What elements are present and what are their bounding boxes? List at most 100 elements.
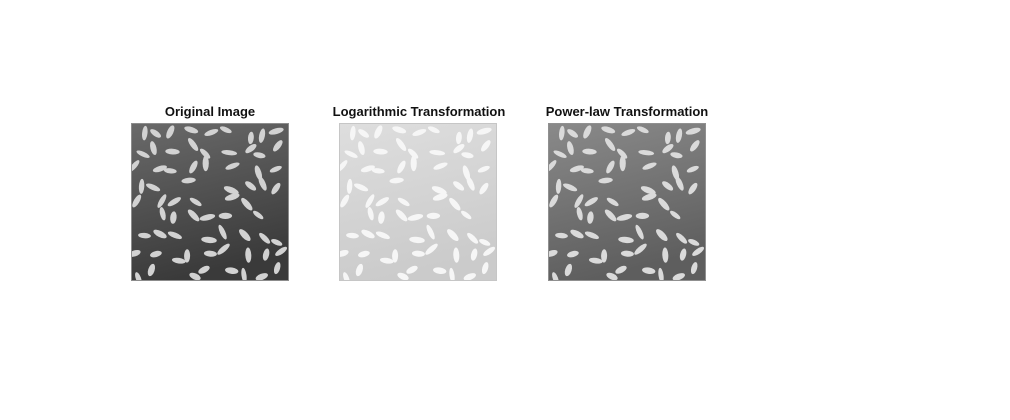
rice-grain — [355, 263, 364, 277]
rice-grain — [411, 250, 425, 257]
rice-grain — [447, 229, 459, 242]
rice-grain — [247, 131, 254, 145]
rice-grain — [583, 125, 592, 139]
rice-grain — [662, 181, 674, 191]
rice-grain — [406, 265, 418, 274]
rice-grain — [152, 165, 167, 173]
rice-grain — [426, 224, 435, 240]
rice-grain — [166, 125, 175, 139]
rice-grain — [688, 182, 698, 195]
rice-grain — [218, 224, 227, 240]
original-rice-image — [131, 123, 289, 281]
rice-grain — [219, 126, 232, 134]
rice-grain — [142, 125, 148, 141]
rice-grain — [570, 229, 584, 239]
rice-grain — [146, 183, 161, 192]
rice-grain — [395, 209, 408, 222]
rice-grain — [199, 148, 211, 159]
rice-grain — [477, 165, 490, 173]
rice-grain — [358, 141, 365, 156]
rice-grain — [425, 243, 438, 255]
rice-grain — [204, 129, 219, 136]
rice-grain — [203, 250, 217, 257]
rice-grain — [392, 126, 407, 134]
rice-grain — [688, 238, 700, 246]
rice-grain — [563, 183, 578, 192]
rice-grain — [395, 137, 407, 152]
original-image-panel: Original Image — [115, 104, 305, 284]
image-border — [131, 123, 289, 281]
rice-grain — [150, 141, 157, 156]
rice-grain — [638, 150, 655, 156]
rice-grain — [167, 231, 182, 240]
rice-grain — [635, 224, 644, 240]
rice-grain — [153, 229, 167, 239]
rice-grain — [427, 126, 440, 134]
rice-grain — [553, 150, 567, 158]
rice-grain — [375, 197, 389, 207]
rice-grain — [187, 209, 200, 222]
rice-grain — [412, 129, 427, 136]
rice-grain — [641, 193, 657, 201]
rice-grain — [431, 186, 447, 195]
rice-grain — [273, 262, 281, 275]
rice-grain — [225, 162, 240, 170]
rice-grain — [389, 177, 404, 184]
rice-grain — [690, 262, 698, 275]
rice-grain — [598, 177, 613, 184]
rice-grain — [429, 150, 446, 156]
rice-grain — [378, 211, 385, 224]
rice-grain — [481, 262, 489, 275]
rice-grain — [461, 152, 474, 159]
rice-grain — [170, 211, 177, 224]
rice-grain — [346, 232, 359, 239]
rice-grain — [163, 168, 177, 174]
rice-grain — [552, 272, 559, 281]
rice-grain — [135, 272, 142, 281]
rice-grain — [165, 148, 180, 155]
rice-grain — [690, 140, 700, 152]
rice-grain — [150, 129, 162, 138]
rice-grain — [620, 250, 634, 257]
rice-grain — [479, 182, 489, 195]
rice-grain — [584, 231, 599, 240]
rice-grain — [567, 250, 579, 258]
rice-grain — [426, 212, 441, 220]
rice-grain — [604, 209, 617, 222]
rice-grain — [132, 194, 142, 208]
rice-grain — [392, 249, 399, 263]
rice-grain — [616, 148, 628, 159]
panel-title: Original Image — [164, 104, 256, 119]
rice-grain — [239, 229, 251, 242]
rice-grain — [479, 238, 491, 246]
image-border — [548, 123, 706, 281]
rice-grain — [453, 181, 465, 191]
rice-grain — [410, 155, 417, 172]
rice-grain — [275, 246, 288, 256]
rice-grain — [350, 125, 356, 141]
rice-grain — [567, 129, 579, 138]
rice-grain — [365, 194, 375, 208]
rice-grain — [636, 126, 649, 134]
rice-grain — [344, 150, 358, 158]
rice-grain — [564, 263, 573, 277]
rice-grain — [397, 272, 409, 281]
rice-grain — [159, 207, 166, 221]
rice-grain — [379, 257, 394, 264]
rice-grain — [360, 165, 375, 173]
rice-grain — [187, 137, 199, 152]
rice-grain — [184, 126, 199, 134]
rice-grain — [433, 162, 448, 170]
rice-grain — [346, 178, 353, 194]
rice-grain — [354, 183, 369, 192]
rice-grain — [567, 141, 574, 156]
rice-grain — [635, 212, 650, 220]
rice-grain — [466, 128, 474, 143]
rice-grain — [223, 186, 239, 195]
rice-grain — [198, 265, 210, 274]
rice-grain — [269, 165, 282, 173]
rice-grain — [184, 249, 191, 263]
rice-grain — [662, 247, 669, 263]
rice-grain — [189, 272, 201, 281]
rice-grain — [259, 232, 271, 244]
